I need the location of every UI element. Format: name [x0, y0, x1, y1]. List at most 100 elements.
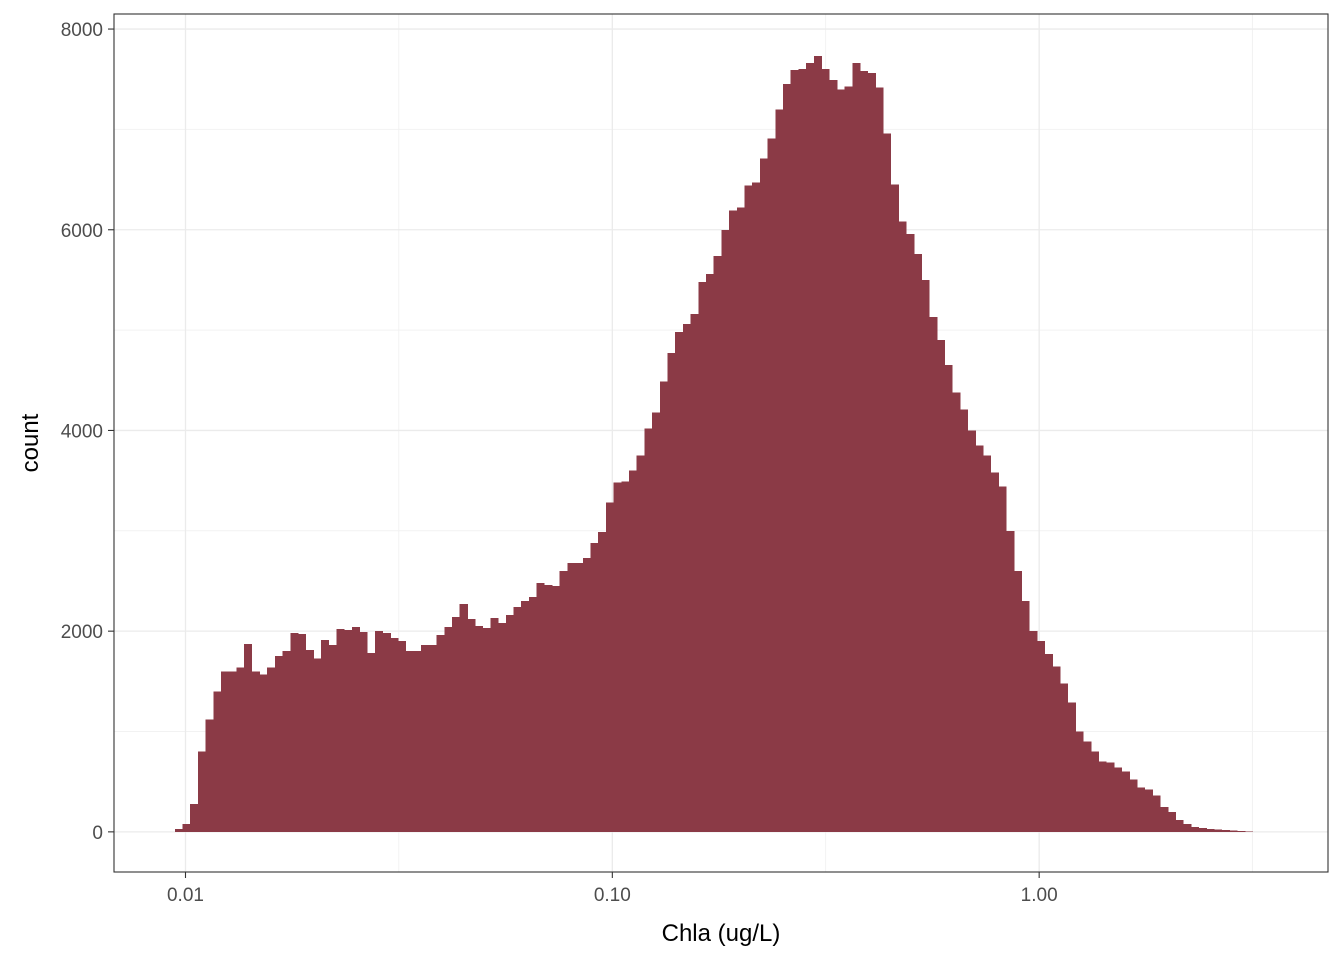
histogram-bar	[1114, 767, 1123, 832]
histogram-bar	[706, 273, 715, 832]
y-tick-label: 2000	[61, 622, 103, 643]
histogram-bar	[636, 455, 645, 832]
histogram-bar	[1075, 731, 1084, 832]
histogram-bar	[621, 481, 630, 832]
histogram-bar	[190, 803, 199, 832]
y-axis: 0 2000 4000 6000 8000	[61, 20, 114, 844]
histogram-bar	[682, 324, 692, 832]
histogram-bar	[698, 281, 707, 832]
histogram-bar	[1037, 641, 1046, 832]
histogram-bar	[521, 601, 530, 832]
histogram-bar	[536, 582, 545, 832]
histogram-bar	[1044, 654, 1053, 832]
histogram-bar	[836, 89, 845, 832]
histogram-bar	[967, 430, 976, 832]
histogram-bar	[451, 617, 461, 832]
histogram-bar	[444, 627, 453, 832]
histogram-bar	[859, 71, 869, 832]
histogram-bar	[221, 671, 230, 832]
histogram-bar	[305, 650, 314, 832]
histogram-bar	[575, 562, 584, 832]
histogram-bar	[359, 632, 368, 832]
histogram-bar	[921, 279, 930, 832]
histogram-bar	[475, 626, 484, 832]
histogram-bar	[297, 634, 307, 832]
histogram-bar	[1190, 826, 1200, 832]
histogram-bar	[351, 627, 360, 832]
histogram-bar	[1198, 827, 1207, 832]
histogram-bar	[1137, 787, 1146, 832]
histogram-bar	[960, 409, 969, 832]
histogram-bar	[1067, 702, 1076, 832]
histogram-bar	[405, 651, 414, 832]
histogram-bar	[1167, 811, 1176, 832]
histogram-bar	[759, 158, 768, 832]
histogram-bar	[983, 455, 992, 832]
histogram-bar	[174, 828, 183, 832]
x-tick-label: 0.01	[167, 885, 204, 906]
histogram-bar	[613, 482, 622, 832]
histogram-bar	[213, 691, 222, 832]
histogram-bar	[667, 353, 676, 832]
histogram-bar	[913, 253, 922, 832]
histogram-bar	[336, 629, 345, 832]
histogram-bar	[282, 651, 291, 832]
histogram-bar	[906, 233, 915, 832]
x-axis: 0.01 0.10 1.00	[167, 872, 1058, 906]
histogram-bar	[498, 623, 507, 832]
histogram-bar	[205, 719, 214, 832]
histogram-bar	[528, 597, 538, 832]
histogram-bar	[197, 751, 207, 832]
histogram-bar	[1175, 819, 1184, 832]
histogram-bar	[752, 182, 761, 832]
histogram-bar	[1098, 761, 1107, 832]
histogram-bar	[605, 502, 615, 832]
histogram-bar	[398, 641, 407, 832]
histogram-bar	[736, 207, 745, 832]
histogram-bar	[321, 640, 330, 832]
histogram-bar	[821, 69, 830, 832]
y-tick-label: 6000	[61, 221, 103, 242]
histogram-bar	[790, 70, 799, 832]
histogram-bar	[552, 586, 561, 832]
histogram-bar	[675, 332, 684, 832]
histogram-bar	[274, 656, 283, 832]
histogram-bar	[1013, 570, 1023, 832]
histogram-bar	[421, 645, 430, 832]
histogram-bar	[1152, 795, 1161, 832]
histogram-bar	[867, 73, 876, 832]
histogram-bar	[1121, 771, 1130, 832]
histogram-bar	[1029, 631, 1038, 832]
histogram-bar	[1129, 779, 1138, 832]
histogram-bar	[852, 63, 861, 832]
histogram-bar	[806, 63, 815, 832]
histogram-bar	[713, 255, 722, 832]
histogram-bar	[1237, 830, 1246, 832]
y-tick-label: 0	[92, 823, 103, 844]
histogram-bar	[1006, 530, 1015, 832]
histogram-bar	[944, 365, 953, 832]
histogram-bar	[644, 428, 653, 832]
histogram-bar	[236, 667, 245, 832]
histogram-bar	[1090, 751, 1100, 832]
histogram-bar	[898, 221, 907, 832]
histogram-bar	[782, 84, 792, 832]
histogram-bar	[652, 412, 661, 832]
x-tick-label: 1.00	[1021, 885, 1058, 906]
histogram-bar	[413, 651, 422, 832]
histogram-bar	[259, 674, 268, 832]
plot-border	[113, 13, 1329, 873]
histogram-bar	[1021, 601, 1030, 832]
histogram-bar	[328, 645, 337, 832]
histogram-bar	[1060, 683, 1069, 832]
histogram-bar	[267, 667, 276, 832]
histogram-bar	[251, 671, 260, 832]
histogram-bar	[1229, 830, 1238, 832]
histogram-bar	[228, 671, 237, 832]
histogram-bar	[1244, 831, 1253, 832]
histogram-bar	[952, 392, 961, 832]
y-tick-label: 4000	[61, 421, 103, 442]
histogram-bar	[459, 604, 468, 832]
histogram-bar	[729, 210, 738, 832]
